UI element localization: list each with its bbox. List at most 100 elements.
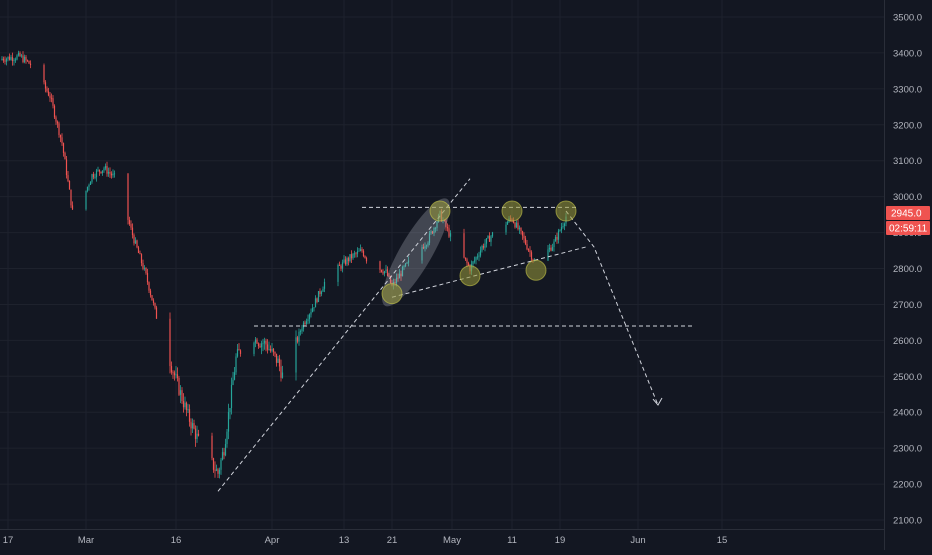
candle-body[interactable] [404,263,407,267]
candle-body[interactable] [449,233,452,237]
candle-body[interactable] [274,351,276,354]
candle-body[interactable] [362,250,365,257]
pivot-highlight-marker[interactable] [381,283,403,305]
candle-body[interactable] [269,349,272,351]
candle-body[interactable] [445,220,447,228]
candle-body[interactable] [380,269,383,272]
candle-body[interactable] [521,231,524,236]
candle-body[interactable] [46,88,48,92]
candle-body[interactable] [212,458,215,470]
candle-body[interactable] [152,300,155,303]
candle-body[interactable] [23,56,26,63]
candle-body[interactable] [430,231,432,234]
candle-body[interactable] [182,401,185,408]
candle-body[interactable] [448,228,450,237]
candle-body[interactable] [397,277,399,279]
candle-body[interactable] [425,245,428,247]
candle-body[interactable] [472,261,474,265]
candle-body[interactable] [259,346,261,348]
candle-body[interactable] [100,171,102,173]
candle-body[interactable] [355,253,357,255]
candle-body[interactable] [233,372,236,380]
candle-body[interactable] [148,282,150,291]
candle-body[interactable] [548,247,551,250]
candle-body[interactable] [88,185,90,187]
candle-body[interactable] [20,55,23,57]
candle-body[interactable] [227,412,230,432]
candle-body[interactable] [436,222,438,228]
candle-body[interactable] [385,269,387,272]
pivot-highlight-marker[interactable] [525,259,547,281]
candle-body[interactable] [553,241,555,248]
candle-body[interactable] [280,366,282,378]
candle-body[interactable] [296,337,299,342]
candle-body[interactable] [422,247,425,249]
candle-body[interactable] [319,291,321,295]
candle-body[interactable] [512,220,515,223]
candle-body[interactable] [25,56,27,61]
candle-body[interactable] [91,174,93,182]
candle-body[interactable] [50,97,53,99]
candle-body[interactable] [134,240,137,244]
candle-body[interactable] [403,266,405,268]
candle-body[interactable] [178,377,180,395]
candle-body[interactable] [109,171,111,174]
candle-body[interactable] [346,258,348,265]
candle-body[interactable] [386,269,389,276]
candle-body[interactable] [265,340,267,345]
candle-body[interactable] [479,250,482,256]
candle-body[interactable] [529,250,531,253]
candle-body[interactable] [235,356,237,373]
candle-body[interactable] [275,353,278,363]
candle-body[interactable] [262,343,264,345]
candle-body[interactable] [463,233,465,258]
candle-body[interactable] [52,98,54,106]
candle-body[interactable] [383,271,386,274]
candle-body[interactable] [70,189,72,206]
candle-body[interactable] [101,170,104,173]
candle-body[interactable] [271,348,273,351]
candle-body[interactable] [68,181,71,190]
candle-body[interactable] [506,221,509,225]
candle-body[interactable] [139,253,141,255]
candle-body[interactable] [254,339,257,343]
candle-body[interactable] [338,264,341,266]
candle-body[interactable] [193,423,195,429]
candle-body[interactable] [356,251,359,254]
candle-body[interactable] [95,170,98,178]
candle-body[interactable] [67,175,69,182]
candle-body[interactable] [62,143,65,153]
candle-body[interactable] [146,273,149,283]
candle-body[interactable] [97,169,99,171]
candle-body[interactable] [10,57,12,60]
candle-body[interactable] [341,262,344,269]
candle-body[interactable] [17,52,20,56]
candle-body[interactable] [401,266,404,277]
candle-body[interactable] [170,366,173,373]
candle-body[interactable] [191,423,194,429]
candle-body[interactable] [239,350,242,354]
candle-body[interactable] [98,169,101,172]
candle-body[interactable] [305,321,308,324]
candle-body[interactable] [232,379,234,385]
candle-body[interactable] [557,230,560,240]
candle-body[interactable] [388,275,390,277]
candle-body[interactable] [217,469,219,474]
candle-body[interactable] [433,227,435,234]
candle-body[interactable] [103,168,105,171]
candle-body[interactable] [475,257,477,261]
candle-body[interactable] [361,249,363,251]
candle-body[interactable] [311,307,314,312]
candle-body[interactable] [322,288,324,292]
candle-body[interactable] [221,452,224,460]
candle-body[interactable] [85,190,87,210]
candle-body[interactable] [352,253,354,259]
candle-body[interactable] [268,349,270,350]
candle-body[interactable] [64,152,66,160]
candle-body[interactable] [350,254,353,259]
candle-body[interactable] [365,257,368,262]
candle-body[interactable] [559,230,561,232]
candle-body[interactable] [524,238,527,245]
candle-body[interactable] [394,281,396,284]
